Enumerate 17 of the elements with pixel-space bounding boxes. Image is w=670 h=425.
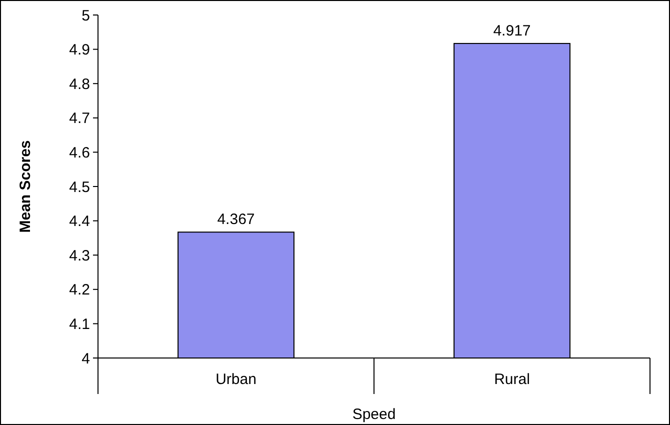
y-tick-label: 4.7: [69, 110, 90, 128]
y-tick-label: 4.9: [69, 42, 90, 59]
y-tick-label: 4.6: [69, 144, 90, 162]
y-tick-label: 4.5: [69, 178, 90, 196]
y-tick-label: 4: [82, 350, 90, 368]
x-tick-label: Rural: [494, 371, 530, 388]
x-axis-title: Speed: [352, 406, 396, 423]
y-tick-label: 4.8: [69, 76, 90, 93]
y-tick-label: 4.2: [69, 282, 90, 299]
y-axis-title: Mean Scores: [17, 140, 34, 233]
data-label: 4.917: [493, 22, 531, 40]
x-tick-label: Urban: [216, 371, 256, 388]
y-tick-label: 4.4: [69, 213, 90, 230]
data-label: 4.367: [217, 211, 255, 228]
y-tick-label: 4.1: [69, 316, 90, 333]
y-tick-label: 4.3: [69, 247, 90, 264]
y-tick-label: 5: [82, 7, 90, 24]
